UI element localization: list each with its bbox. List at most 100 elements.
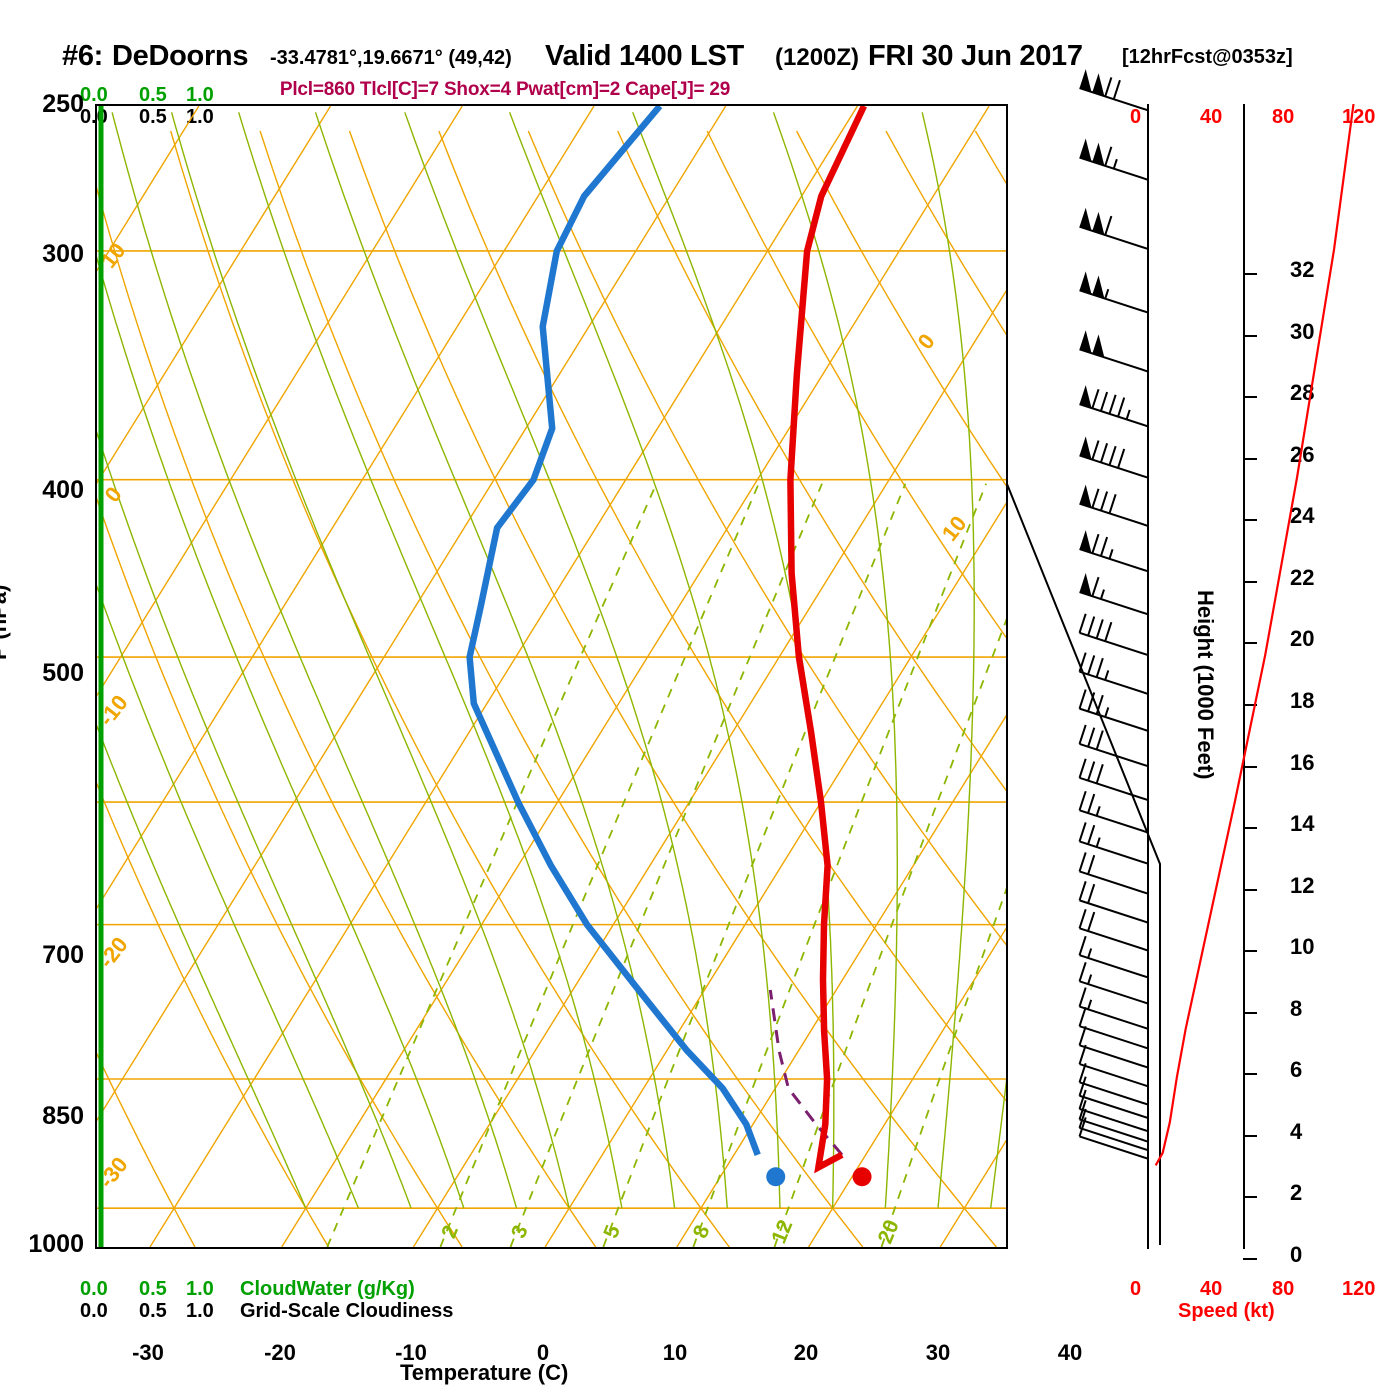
speed-axis-label: Speed (kt): [1178, 1300, 1275, 1322]
wind-barb-panel: [1006, 69, 1168, 1249]
mixing-ratio-label-20: 20: [874, 1217, 904, 1247]
parcel-trajectory: [768, 989, 844, 1156]
height-tick-label-30: 30: [1290, 318, 1315, 344]
wind-barb: [1078, 908, 1149, 952]
cloudiness-bottom-tick-0: 0.0: [80, 1300, 108, 1322]
cloudwater-tick-1: 0.5: [139, 84, 167, 106]
moist-adiabat--16: [97, 584, 360, 1209]
isotherm--10: [412, 289, 1006, 1247]
dry-adiabat--30: [97, 1052, 196, 1247]
height-tick-28: [1243, 396, 1257, 399]
wind-barb: [1078, 758, 1149, 802]
wind-barb: [1078, 1117, 1149, 1160]
height-tick-label-18: 18: [1290, 687, 1315, 713]
wind-barb: [1079, 573, 1149, 616]
cloudiness-axis-label: Grid-Scale Cloudiness: [240, 1300, 454, 1322]
height-tick-16: [1243, 765, 1257, 768]
height-tick-label-0: 0: [1290, 1242, 1303, 1267]
wind-barb: [1079, 385, 1149, 428]
height-tick-30: [1243, 334, 1257, 337]
cloudwater-bottom-tick-0: 0.0: [80, 1278, 108, 1300]
isotherm--60: [97, 106, 463, 697]
mixing-ratio-5: [602, 483, 907, 1247]
wind-barb: [1079, 271, 1149, 314]
height-tick-20: [1243, 642, 1257, 645]
stability-indices: Plcl=860 Tlcl[C]=7 Shox=4 Pwat[cm]=2 Cap…: [279, 79, 731, 100]
dry-adiabat-80: [795, 130, 1006, 487]
speed-bottom-tick-40: 40: [1200, 1278, 1223, 1300]
cloudiness-bottom-tick-1: 0.5: [139, 1300, 167, 1322]
temp-tick-40: 40: [1057, 1340, 1083, 1365]
height-tick-24: [1243, 519, 1257, 522]
moist-adiabat-32: [990, 1078, 1006, 1209]
speed-top-tick-40: 40: [1200, 106, 1223, 128]
cloudiness-tick-2: 1.0: [186, 106, 214, 128]
wind-barb: [1079, 207, 1149, 250]
wind-barb: [1079, 484, 1149, 527]
height-tick-0: [1243, 1258, 1257, 1260]
wind-barb: [1078, 881, 1149, 924]
moist-adiabat--8: [97, 256, 465, 1209]
temperature-profile: [787, 106, 867, 1174]
cloudiness-bottom-tick-2: 1.0: [186, 1300, 214, 1322]
speed-bottom-tick-120: 120: [1342, 1278, 1376, 1300]
wind-barb: [1078, 613, 1149, 657]
mixing-ratio-12: [773, 618, 1006, 1247]
speed-top-tick-0: 0: [1130, 106, 1142, 128]
cloudwater-tick-0: 0.0: [80, 84, 108, 106]
station-coords: -33.4781°,19.6671° (49,42): [270, 47, 512, 69]
station-name: DeDoorns: [112, 40, 249, 72]
height-tick-label-2: 2: [1290, 1180, 1303, 1206]
wind-barb: [1078, 822, 1149, 865]
wind-barb: [1078, 1108, 1149, 1152]
isotherm--40: [97, 106, 727, 1122]
height-tick-label-20: 20: [1290, 626, 1315, 652]
height-tick-8: [1243, 1011, 1257, 1014]
pressure-tick-300: 300: [42, 240, 84, 268]
dry-adiabat-0: [97, 186, 597, 1247]
height-tick-label-4: 4: [1290, 1118, 1303, 1144]
dry-adiabat-20: [259, 130, 864, 1247]
temp-tick-10: 10: [662, 1340, 688, 1365]
height-tick-label-14: 14: [1290, 811, 1315, 837]
station-id: #6:: [62, 40, 104, 72]
pressure-tick-500: 500: [42, 659, 84, 687]
dry-adiabat-label-left-1: 0: [99, 482, 126, 507]
isotherm-0: [544, 502, 1006, 1247]
height-tick-label-8: 8: [1290, 995, 1303, 1021]
wind-barb: [1079, 436, 1149, 479]
skewt-plot-area[interactable]: 2 3 5 8 12 20 10 0 -10 -20 -30 0 10: [95, 104, 1008, 1249]
height-tick-label-10: 10: [1290, 934, 1315, 960]
cloudwater-bottom-tick-2: 1.0: [186, 1278, 214, 1300]
height-tick-32: [1243, 273, 1257, 275]
moist-adiabat-8: [314, 112, 676, 1209]
pressure-tick-250: 250: [42, 90, 84, 118]
dry-adiabat-label-right-1: 10: [937, 511, 972, 546]
height-tick-22: [1243, 580, 1257, 583]
cloudiness-tick-1: 0.5: [139, 106, 167, 128]
wind-barb: [1078, 1006, 1149, 1050]
cloudwater-axis-label: CloudWater (g/Kg): [240, 1278, 415, 1300]
speed-profile-svg: [1154, 104, 1355, 1166]
speed-bottom-tick-0: 0: [1130, 1278, 1142, 1300]
wind-barb-svg: [1006, 69, 1161, 1249]
mixing-ratio-2: [439, 483, 760, 1247]
height-tick-4: [1243, 1134, 1257, 1137]
dry-adiabat--20: [97, 782, 330, 1247]
wind-barb: [1078, 1089, 1149, 1133]
wind-barb: [1078, 852, 1149, 895]
wind-barb: [1078, 1026, 1149, 1069]
height-tick-2: [1243, 1196, 1257, 1199]
dry-adiabat-10: [170, 130, 730, 1247]
wind-barb: [1078, 961, 1149, 1005]
temp-tick--20: -20: [264, 1340, 296, 1365]
isotherm--80: [97, 106, 200, 272]
temperature-surface-marker: [852, 1167, 872, 1187]
temp-tick-30: 30: [925, 1340, 951, 1365]
height-tick-10: [1243, 950, 1257, 953]
height-tick-label-24: 24: [1290, 503, 1315, 529]
wind-barb: [1078, 1044, 1149, 1088]
moist-adiabat-24: [772, 112, 898, 1209]
wind-barb: [1078, 935, 1149, 979]
